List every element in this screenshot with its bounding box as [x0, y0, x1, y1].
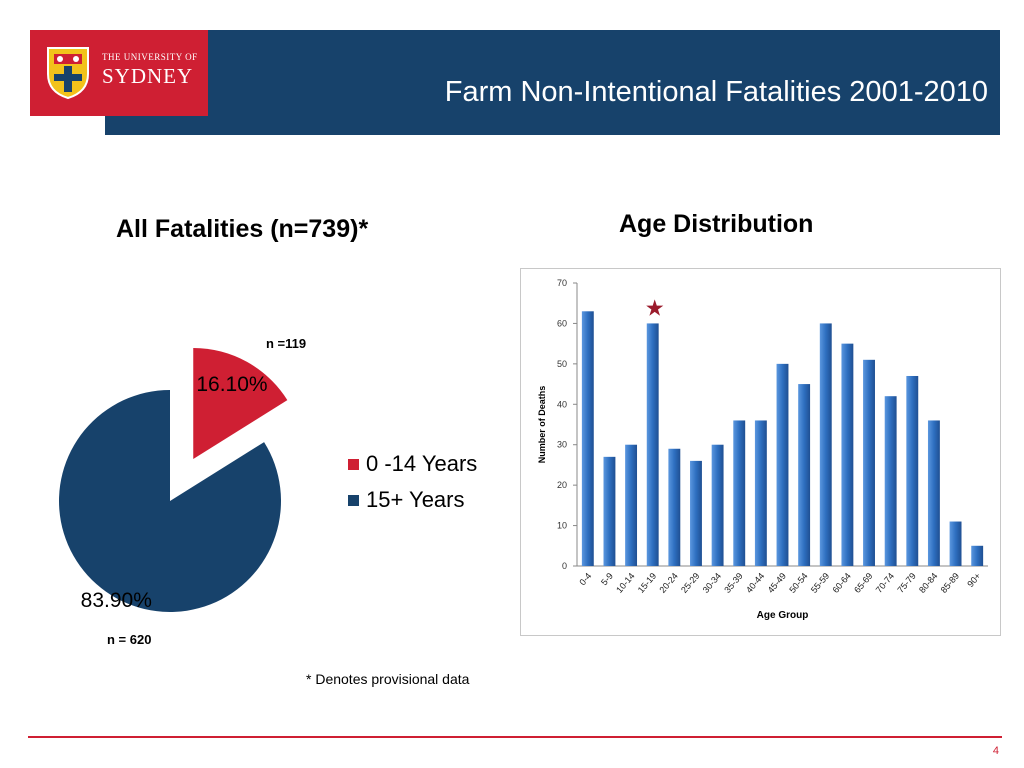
x-tick-label-5: 25-29 — [679, 571, 701, 595]
x-tick-label-0: 0-4 — [577, 571, 593, 587]
bar-10 — [798, 384, 811, 566]
university-logo: THE UNIVERSITY OF SYDNEY — [30, 30, 208, 116]
y-tick-label-5: 50 — [557, 359, 567, 369]
page-number: 4 — [992, 745, 999, 757]
x-tick-label-13: 65-69 — [852, 571, 874, 595]
bar-2 — [625, 444, 638, 566]
logo-text-big: SYDNEY — [102, 64, 194, 88]
bar-1 — [603, 456, 616, 566]
x-tick-label-9: 45-49 — [766, 571, 788, 595]
legend-item-1: 15+ Years — [348, 482, 477, 518]
pie-slice-0 — [193, 348, 288, 460]
bar-4 — [668, 448, 681, 566]
bar-section-title: Age Distribution — [619, 210, 814, 238]
x-tick-label-6: 30-34 — [701, 571, 723, 595]
footnote: * Denotes provisional data — [306, 671, 470, 687]
pie-slice-1 — [59, 390, 281, 612]
x-tick-label-1: 5-9 — [599, 571, 615, 587]
y-tick-label-7: 70 — [557, 278, 567, 288]
x-axis-label: Age Group — [757, 610, 809, 621]
bar-6 — [711, 444, 724, 566]
x-tick-label-4: 20-24 — [657, 571, 679, 595]
y-tick-label-4: 40 — [557, 399, 567, 409]
bar-9 — [776, 363, 789, 566]
x-tick-label-11: 55-59 — [809, 571, 831, 595]
bar-18 — [971, 545, 984, 566]
x-tick-label-15: 75-79 — [895, 571, 917, 595]
pie-section-title: All Fatalities (n=739)* — [116, 215, 369, 243]
bar-16 — [927, 420, 940, 566]
legend-swatch-0 — [348, 458, 359, 470]
bar-chart-frame: 0 10 20 30 40 50 60 70 Number of Deaths 0-4 5-9 10-… — [520, 268, 1001, 636]
slide-title: Farm Non-Intentional Fatalities 2001-201… — [444, 76, 988, 108]
x-tick-label-17: 85-89 — [939, 571, 961, 595]
y-tick-label-0: 0 — [562, 561, 567, 571]
pie-n-label-bottom: n = 620 — [107, 632, 152, 647]
bar-12 — [841, 343, 854, 566]
bar-13 — [863, 359, 875, 566]
legend-label-1: 15+ Years — [366, 487, 465, 512]
bar-0 — [581, 311, 594, 566]
pie-chart: 16.10% 83.90% — [59, 348, 288, 612]
legend-label-0: 0 -14 Years — [366, 451, 478, 476]
bar-3 — [646, 323, 659, 566]
y-tick-label-3: 30 — [557, 440, 567, 450]
bar-chart: 0 10 20 30 40 50 60 70 Number of Deaths 0-4 5-9 10-… — [537, 278, 988, 621]
x-tick-label-3: 15-19 — [636, 571, 658, 595]
y-tick-label-1: 10 — [557, 521, 567, 531]
x-tick-label-18: 90+ — [965, 571, 982, 589]
x-tick-label-8: 40-44 — [744, 571, 766, 595]
star-marker-icon — [646, 299, 664, 316]
pie-legend: 0 -14 Years 15+ Years — [348, 446, 477, 518]
header-bar — [105, 30, 1000, 135]
pie-n-label-top: n =119 — [266, 336, 307, 351]
x-tick-label-2: 10-14 — [614, 571, 636, 595]
y-tick-label-2: 20 — [557, 480, 567, 490]
legend-swatch-1 — [348, 494, 359, 506]
logo-text-small: THE UNIVERSITY OF — [102, 52, 198, 62]
x-tick-label-12: 60-64 — [830, 571, 852, 595]
x-tick-label-14: 70-74 — [874, 571, 896, 595]
bar-14 — [884, 396, 897, 566]
bar-5 — [690, 460, 702, 566]
y-axis-label: Number of Deaths — [537, 386, 547, 464]
pie-value-label-0: 16.10% — [196, 373, 267, 396]
x-tick-label-7: 35-39 — [722, 571, 744, 595]
y-tick-label-6: 60 — [557, 318, 567, 328]
bottom-rule — [28, 736, 1002, 738]
pie-value-label-1: 83.90% — [81, 589, 152, 612]
bar-15 — [906, 375, 919, 566]
x-tick-label-16: 80-84 — [917, 571, 939, 595]
bar-8 — [754, 420, 767, 566]
x-tick-label-10: 50-54 — [787, 571, 809, 595]
crest-icon — [47, 47, 89, 100]
bar-11 — [819, 323, 832, 566]
bar-17 — [949, 521, 962, 566]
legend-item-0: 0 -14 Years — [348, 446, 477, 482]
bar-7 — [733, 420, 746, 566]
